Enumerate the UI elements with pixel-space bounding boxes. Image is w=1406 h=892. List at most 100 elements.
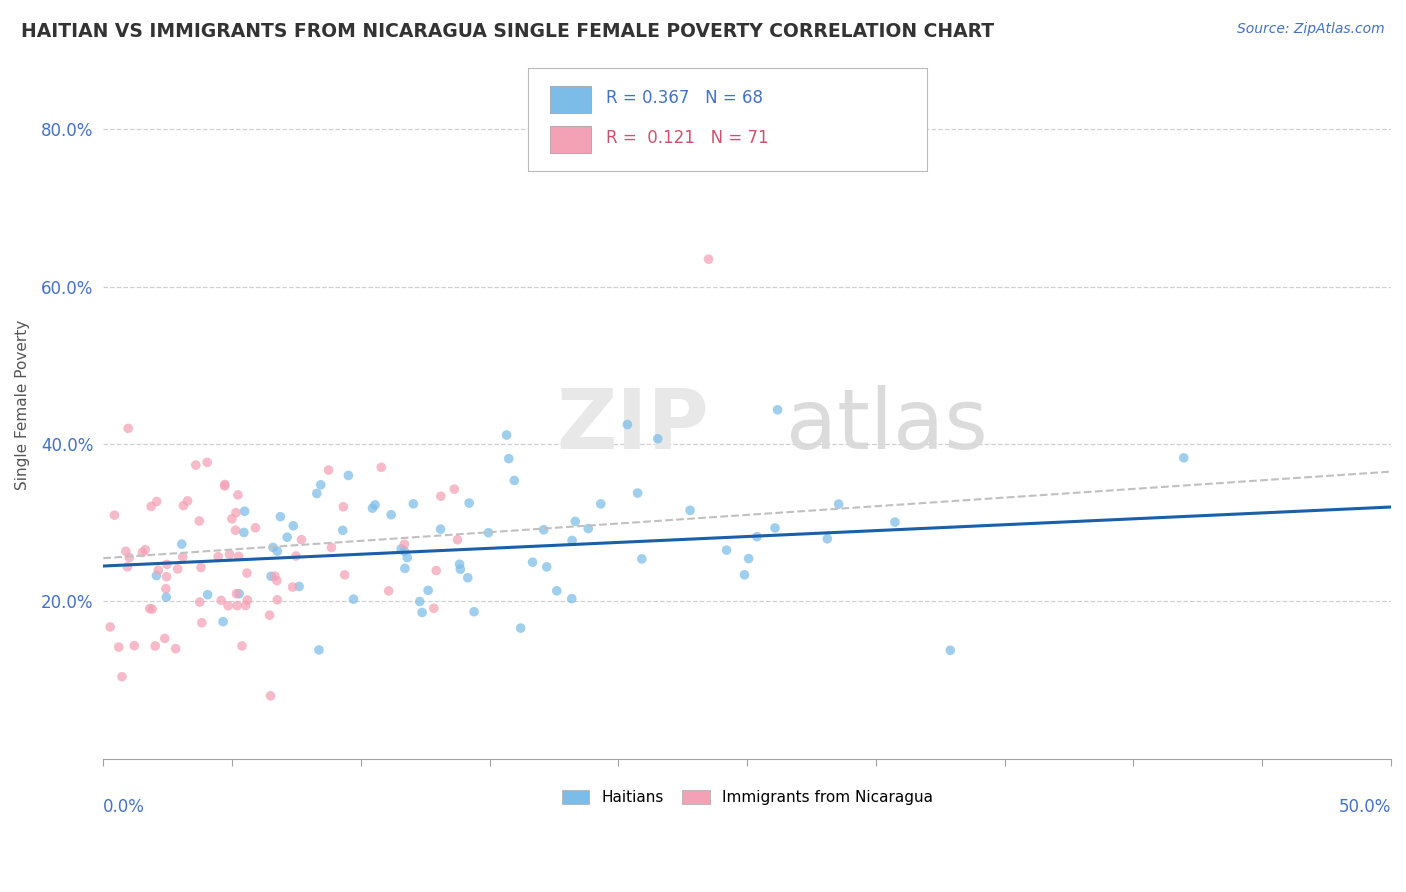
- Point: [394, 544, 416, 558]
- Point: [153, 632, 176, 646]
- Point: [172, 499, 194, 513]
- Point: [766, 402, 789, 417]
- Point: [235, 599, 257, 613]
- Point: [184, 458, 207, 472]
- Point: [498, 451, 520, 466]
- Point: [463, 605, 485, 619]
- Point: [364, 498, 387, 512]
- Point: [332, 500, 354, 514]
- Point: [734, 567, 756, 582]
- Point: [266, 574, 288, 588]
- Point: [697, 252, 720, 267]
- Text: R =  0.121   N = 71: R = 0.121 N = 71: [606, 129, 768, 147]
- Point: [165, 641, 187, 656]
- Point: [361, 501, 384, 516]
- Point: [380, 508, 402, 522]
- Point: [564, 514, 586, 528]
- Point: [122, 639, 145, 653]
- Point: [134, 542, 156, 557]
- Point: [561, 591, 583, 606]
- Point: [443, 482, 465, 496]
- Point: [221, 512, 243, 526]
- Point: [737, 551, 759, 566]
- Point: [141, 500, 163, 514]
- Point: [111, 670, 134, 684]
- Point: [576, 522, 599, 536]
- Point: [226, 599, 249, 613]
- Point: [209, 593, 232, 607]
- Bar: [550, 127, 592, 153]
- Point: [283, 518, 305, 533]
- Point: [233, 504, 256, 518]
- Point: [118, 550, 141, 565]
- Point: [148, 563, 170, 577]
- Point: [425, 564, 447, 578]
- Point: [503, 474, 526, 488]
- Point: [745, 530, 768, 544]
- Text: 0.0%: 0.0%: [103, 797, 145, 815]
- Point: [449, 562, 471, 576]
- Point: [546, 583, 568, 598]
- Point: [236, 566, 259, 580]
- Point: [217, 599, 239, 613]
- Point: [276, 530, 298, 544]
- Point: [259, 608, 281, 623]
- Point: [815, 532, 838, 546]
- Point: [342, 592, 364, 607]
- Point: [333, 567, 356, 582]
- Point: [218, 547, 240, 561]
- Point: [763, 521, 786, 535]
- Point: [170, 537, 193, 551]
- Point: [288, 579, 311, 593]
- Text: R = 0.367   N = 68: R = 0.367 N = 68: [606, 89, 762, 107]
- Point: [188, 595, 211, 609]
- Point: [305, 486, 328, 500]
- Point: [231, 639, 253, 653]
- Point: [377, 583, 399, 598]
- Point: [232, 525, 254, 540]
- Point: [263, 569, 285, 583]
- Point: [191, 615, 214, 630]
- Point: [457, 571, 479, 585]
- Point: [225, 506, 247, 520]
- Point: [207, 549, 229, 564]
- Text: ZIP: ZIP: [555, 385, 709, 467]
- Point: [285, 549, 308, 563]
- Point: [533, 523, 555, 537]
- Point: [827, 497, 849, 511]
- Point: [281, 580, 304, 594]
- Point: [416, 583, 439, 598]
- Point: [318, 463, 340, 477]
- Point: [309, 478, 332, 492]
- Point: [225, 523, 247, 537]
- Point: [402, 497, 425, 511]
- Point: [423, 601, 446, 615]
- Point: [536, 560, 558, 574]
- Point: [197, 588, 219, 602]
- Point: [188, 514, 211, 528]
- Point: [394, 537, 416, 551]
- Text: Source: ZipAtlas.com: Source: ZipAtlas.com: [1237, 22, 1385, 37]
- Point: [260, 569, 283, 583]
- Point: [561, 533, 583, 548]
- Text: HAITIAN VS IMMIGRANTS FROM NICARAGUA SINGLE FEMALE POVERTY CORRELATION CHART: HAITIAN VS IMMIGRANTS FROM NICARAGUA SIN…: [21, 22, 994, 41]
- Point: [716, 543, 738, 558]
- Point: [332, 524, 354, 538]
- Point: [394, 561, 416, 575]
- Y-axis label: Single Female Poverty: Single Female Poverty: [15, 319, 30, 490]
- Point: [411, 606, 433, 620]
- Point: [446, 533, 468, 547]
- Point: [458, 496, 481, 510]
- Point: [884, 515, 907, 529]
- Legend: Haitians, Immigrants from Nicaragua: Haitians, Immigrants from Nicaragua: [555, 783, 939, 812]
- Point: [155, 590, 177, 604]
- Point: [245, 521, 267, 535]
- Point: [396, 550, 419, 565]
- Point: [236, 593, 259, 607]
- Point: [266, 544, 288, 558]
- Point: [190, 560, 212, 574]
- Point: [166, 562, 188, 576]
- Point: [477, 525, 499, 540]
- Point: [1173, 450, 1195, 465]
- Point: [290, 533, 312, 547]
